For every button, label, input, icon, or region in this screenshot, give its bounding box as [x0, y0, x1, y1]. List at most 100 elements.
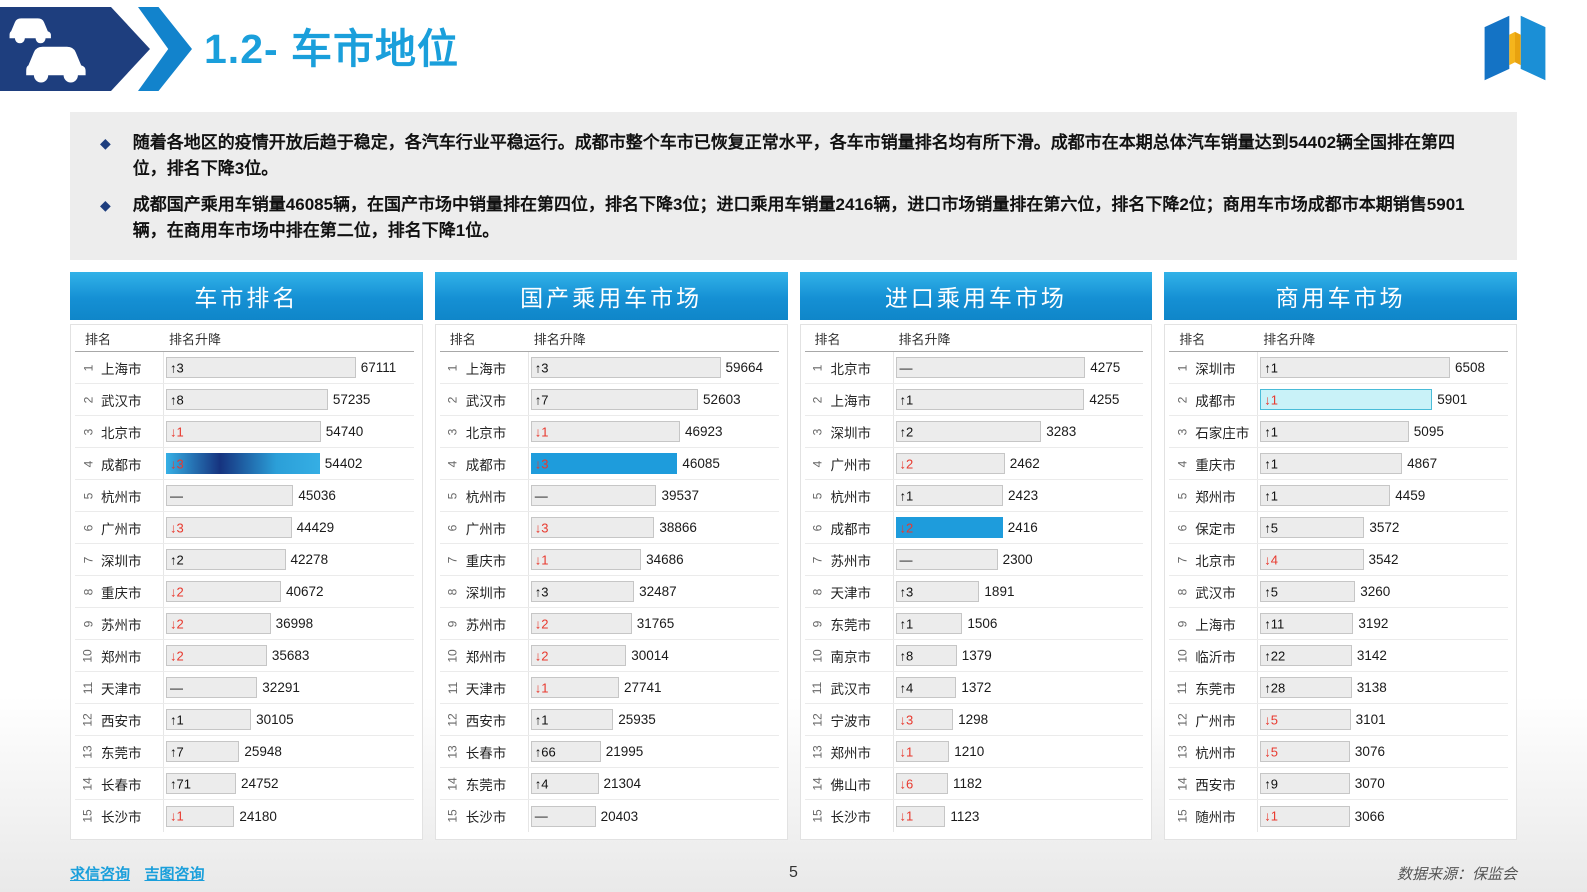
rank-cell: 10 [80, 648, 95, 663]
rank-cell: 7 [810, 556, 825, 563]
rank-cell: 5 [1175, 492, 1190, 499]
rank-cell: 3 [810, 428, 825, 435]
bar-cell: ↓1 1210 [892, 736, 1144, 767]
bar-cell: ↑7 25948 [163, 736, 414, 767]
bar-cell: — 2300 [892, 544, 1144, 575]
value-bar [166, 389, 328, 410]
bar-cell: ↑9 3070 [1257, 768, 1508, 799]
city-cell: 苏州市 [101, 617, 142, 633]
value-bar [166, 709, 252, 730]
rank-change-label: ↓3 [534, 456, 549, 471]
value-bar [1260, 357, 1450, 378]
city-cell: 成都市 [465, 457, 507, 473]
table-row: 6 广州市 ↓3 44429 [75, 512, 414, 544]
value-label: 3101 [1355, 712, 1386, 727]
footer-links: 求信咨询 吉图咨询 [70, 863, 214, 884]
bar-cell: ↓1 5901 [1257, 384, 1508, 415]
rank-change-label: — [534, 808, 548, 824]
change-col-header: 排名升降 [169, 331, 222, 347]
bar-cell: — 32291 [163, 672, 414, 703]
rank-cell: 10 [445, 648, 460, 663]
city-cell: 北京市 [830, 361, 872, 377]
value-label: 1891 [984, 584, 1015, 599]
rank-cell: 10 [810, 648, 825, 663]
rank-cell: 6 [1175, 524, 1190, 531]
summary-bullet: ◆ 成都国产乘用车销量46085辆，在国产市场中销量排在第四位，排名下降3位；进口… [92, 192, 1489, 244]
panel-title: 车市排名 [194, 285, 299, 311]
value-label: 3192 [1358, 616, 1389, 631]
bar-cell: ↓2 31765 [527, 608, 779, 639]
value-bar [530, 613, 632, 634]
rank-change-label: ↓1 [1264, 392, 1278, 407]
rank-change-label: — [899, 552, 913, 567]
rank-cell: 2 [445, 396, 460, 403]
rank-cell: 1 [810, 364, 825, 371]
table-row: 1 北京市 — 4275 [804, 352, 1144, 384]
table-row: 15 长沙市 ↓1 24180 [75, 800, 414, 832]
value-label: 45036 [298, 488, 336, 503]
city-cell: 深圳市 [465, 585, 507, 601]
rank-change-label: ↑9 [1264, 776, 1278, 791]
rank-cell: 1 [1175, 364, 1190, 371]
bar-cell: ↑1 4459 [1257, 480, 1508, 511]
rank-change-label: ↓2 [170, 648, 184, 663]
table-row: 15 长沙市 — 20403 [440, 800, 779, 832]
value-label: 54402 [324, 456, 363, 471]
value-bar [530, 677, 619, 698]
rank-change-label: ↓3 [170, 520, 184, 535]
panel-header: 进口乘用车市场 [799, 272, 1153, 320]
city-cell: 东莞市 [465, 777, 507, 793]
city-cell: 北京市 [1195, 553, 1236, 569]
rank-cell: 15 [445, 809, 460, 823]
bar-cell: ↓6 1182 [892, 768, 1144, 799]
city-cell: 广州市 [1195, 713, 1236, 729]
value-bar [530, 709, 614, 730]
value-label: 2462 [1009, 456, 1040, 471]
value-label: 3070 [1354, 776, 1385, 791]
footer-link-qiuxin[interactable]: 求信咨询 [70, 865, 131, 883]
rank-change-label: ↑11 [1264, 616, 1285, 631]
bar-cell: ↓2 36998 [163, 608, 414, 639]
value-label: 1298 [958, 712, 989, 727]
rank-change-label: ↑7 [170, 744, 184, 759]
value-bar [895, 357, 1086, 378]
rank-change-label: ↓1 [534, 680, 549, 695]
table-row: 2 武汉市 ↑8 57235 [75, 384, 414, 416]
city-cell: 杭州市 [101, 489, 142, 505]
rank-change-label: ↑3 [170, 360, 184, 375]
value-bar [166, 581, 281, 602]
diamond-bullet-icon: ◆ [100, 197, 111, 213]
ranking-table: 排名 排名升降 1 上海市 ↑3 67111 2 武汉市 ↑8 57235 3 北京市 ↓1 5474… [70, 324, 423, 840]
value-label: 44429 [296, 520, 335, 535]
rank-change-label: ↑5 [1264, 584, 1278, 599]
bar-cell: ↑1 30105 [163, 704, 414, 735]
bar-cell: ↓3 54402 [163, 448, 414, 479]
rank-cell: 5 [810, 492, 825, 499]
value-bar [895, 805, 946, 827]
value-label: 42278 [290, 552, 329, 567]
bar-cell: ↑66 21995 [527, 736, 779, 767]
bar-cell: ↓1 34686 [527, 544, 779, 575]
city-cell: 深圳市 [830, 425, 872, 441]
rank-cell: 11 [810, 681, 825, 694]
value-bar [1260, 741, 1350, 762]
city-cell: 临沂市 [1195, 649, 1236, 665]
panel-header: 商用车市场 [1164, 272, 1517, 320]
value-label: 52603 [703, 392, 741, 407]
rank-change-label: ↑22 [1264, 648, 1286, 663]
value-bar [895, 613, 963, 634]
table-row: 12 西安市 ↑1 30105 [75, 704, 414, 736]
value-bar [530, 581, 635, 602]
value-bar [1260, 773, 1350, 794]
city-cell: 长沙市 [101, 810, 142, 825]
rank-change-label: ↓1 [1264, 808, 1278, 824]
value-bar [1260, 453, 1403, 474]
table-row: 4 重庆市 ↑1 4867 [1169, 448, 1508, 480]
value-label: 3260 [1360, 584, 1391, 599]
footer-link-jitu[interactable]: 吉图咨询 [144, 865, 205, 883]
rank-change-label: ↑71 [170, 776, 191, 791]
value-bar [1260, 613, 1354, 634]
bar-cell: ↑4 21304 [527, 768, 779, 799]
value-bar [530, 357, 721, 378]
rank-col-header: 排名 [85, 331, 112, 347]
